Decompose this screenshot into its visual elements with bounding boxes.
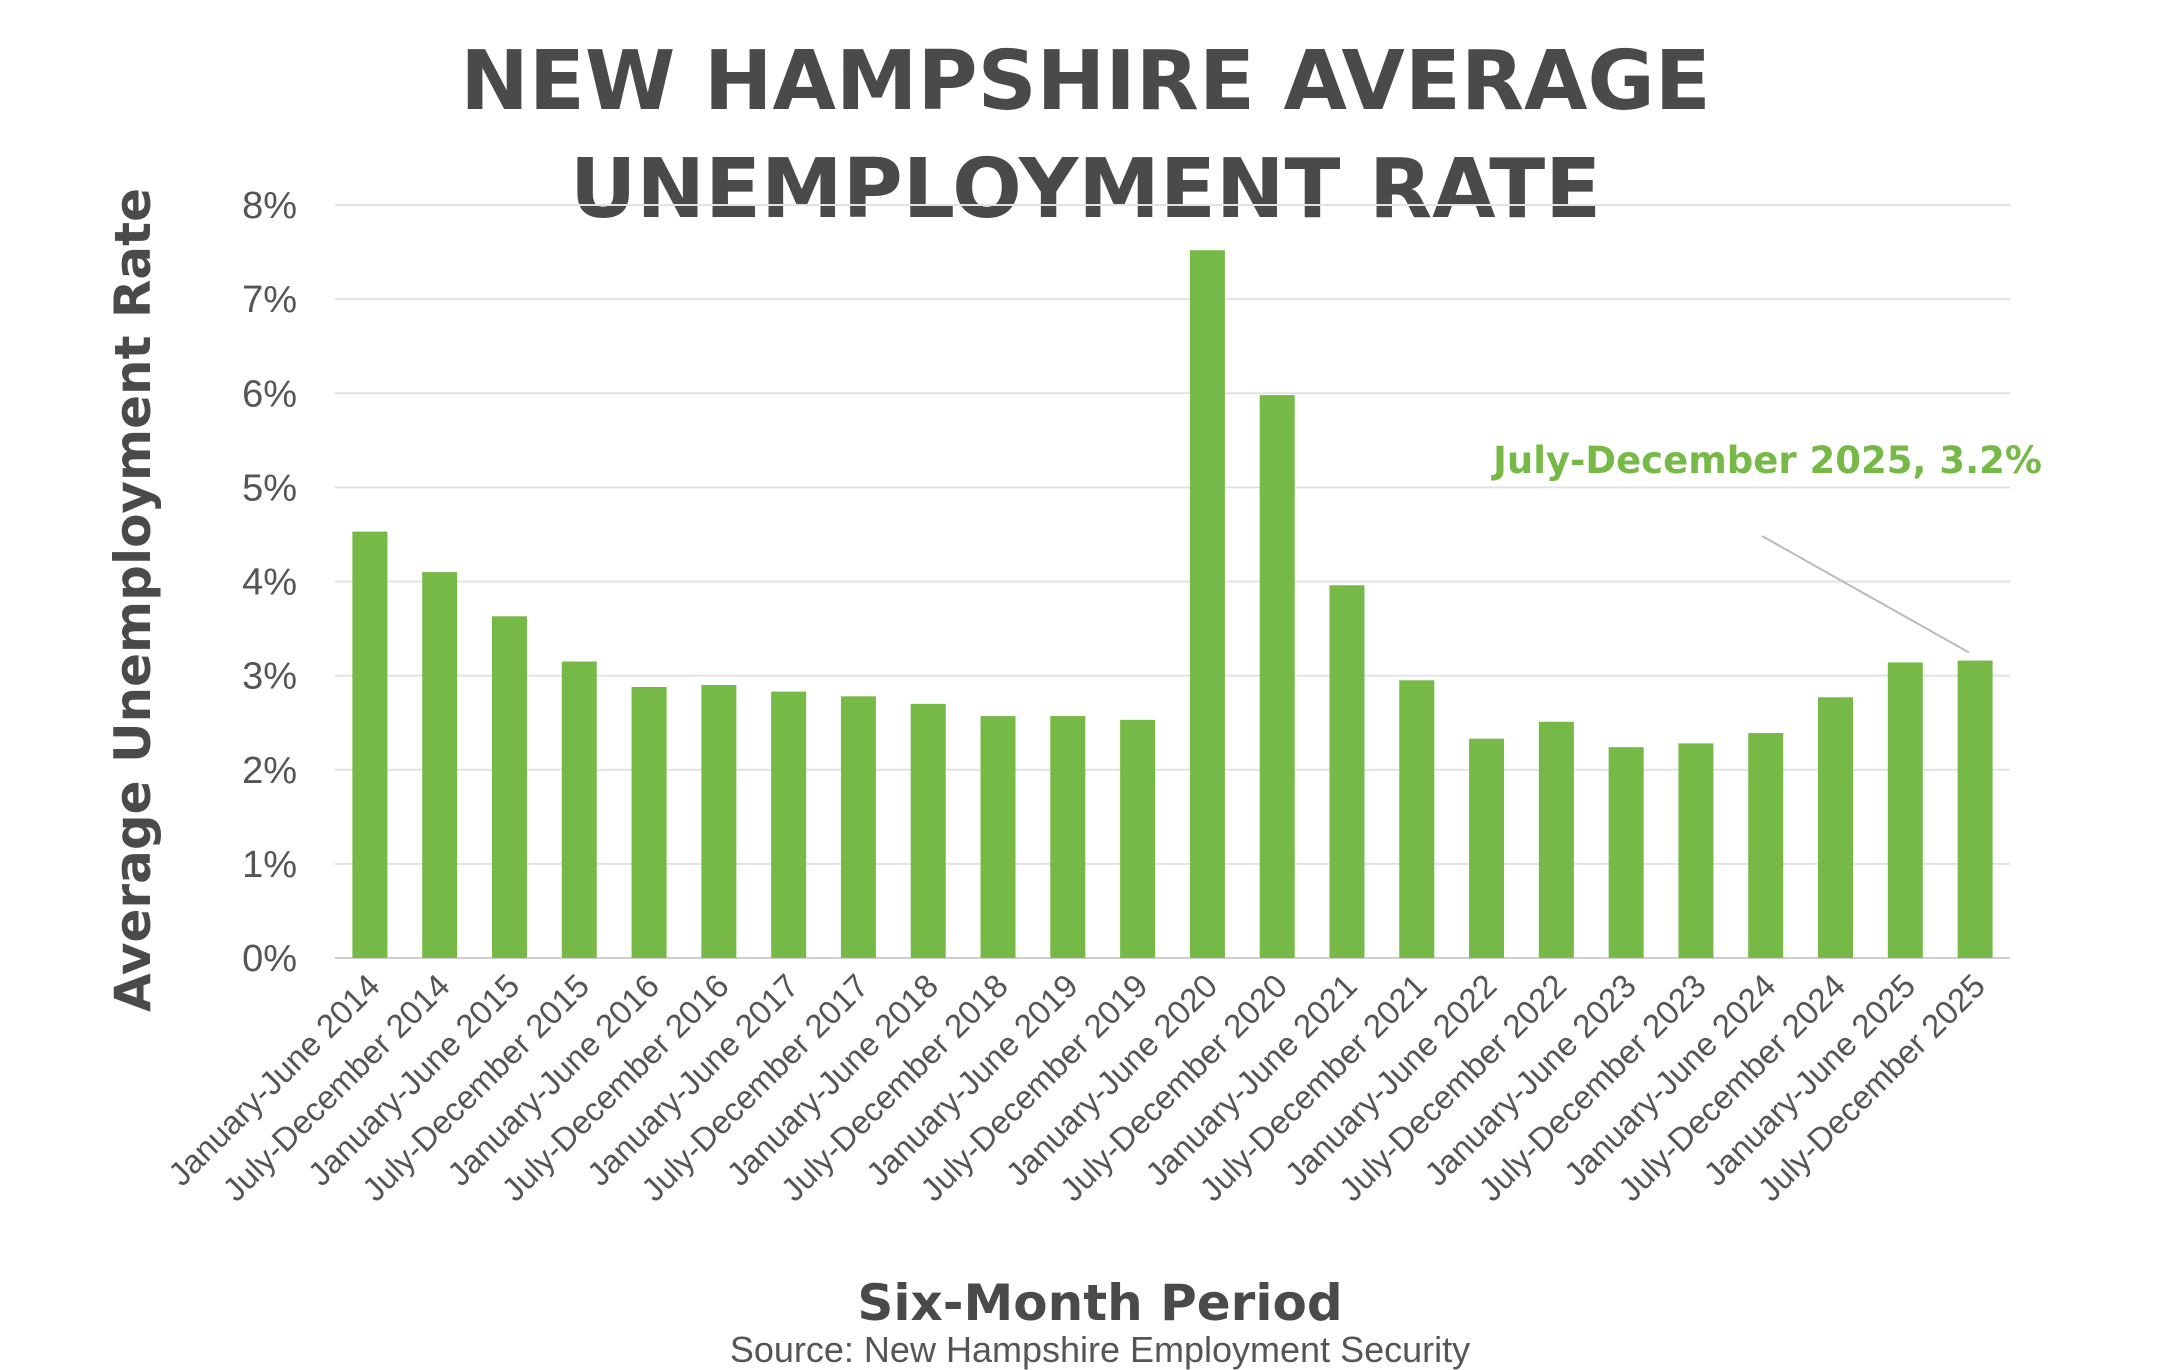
bar (1050, 716, 1086, 958)
bar (1818, 697, 1854, 958)
y-tick-label: 6% (242, 373, 297, 415)
bar (701, 685, 737, 958)
bar (1678, 743, 1714, 958)
chart-title: NEW HAMPSHIRE AVERAGE UNEMPLOYMENT RATE (0, 28, 2171, 244)
y-tick-label: 7% (242, 279, 297, 321)
x-axis-title: Six-Month Period (857, 1274, 1342, 1332)
bars (352, 250, 1993, 958)
bar (352, 531, 388, 958)
source-note: Source: New Hampshire Employment Securit… (730, 1329, 1470, 1370)
bar (1887, 662, 1923, 958)
bar (631, 686, 667, 958)
bar (980, 716, 1016, 958)
bar (771, 691, 807, 958)
annotation-leader-line (1761, 535, 1970, 654)
y-tick-label: 1% (242, 844, 297, 886)
gridlines (335, 204, 2010, 959)
y-tick-label: 3% (242, 656, 297, 698)
bar (1329, 585, 1365, 958)
bar (1608, 747, 1644, 958)
bar (422, 572, 458, 958)
bar (1748, 733, 1784, 958)
y-axis-title: Average Unemployment Rate (104, 188, 162, 1012)
bar (910, 703, 946, 958)
bar (1189, 250, 1225, 958)
y-axis-ticks: 0% 1% 2% 3% 4% 5% 6% 7% 8% (242, 185, 297, 980)
bar (1259, 395, 1295, 958)
y-tick-label: 4% (242, 562, 297, 604)
y-tick-label: 5% (242, 467, 297, 509)
y-tick-label: 0% (242, 938, 297, 980)
annotation: July-December 2025, 3.2% (1490, 439, 2042, 654)
y-tick-label: 8% (242, 185, 297, 227)
bar (561, 661, 597, 958)
bar (1399, 680, 1435, 958)
bar (491, 616, 527, 958)
y-tick-label: 2% (242, 750, 297, 792)
chart-title-line-2: UNEMPLOYMENT RATE (569, 142, 1602, 237)
bar (1469, 738, 1505, 958)
bar (1538, 721, 1574, 958)
chart-title-line-1: NEW HAMPSHIRE AVERAGE (460, 34, 1711, 129)
bar (1120, 719, 1156, 958)
bar (1957, 660, 1993, 958)
bar (840, 696, 876, 958)
annotation-label: July-December 2025, 3.2% (1490, 439, 2042, 482)
